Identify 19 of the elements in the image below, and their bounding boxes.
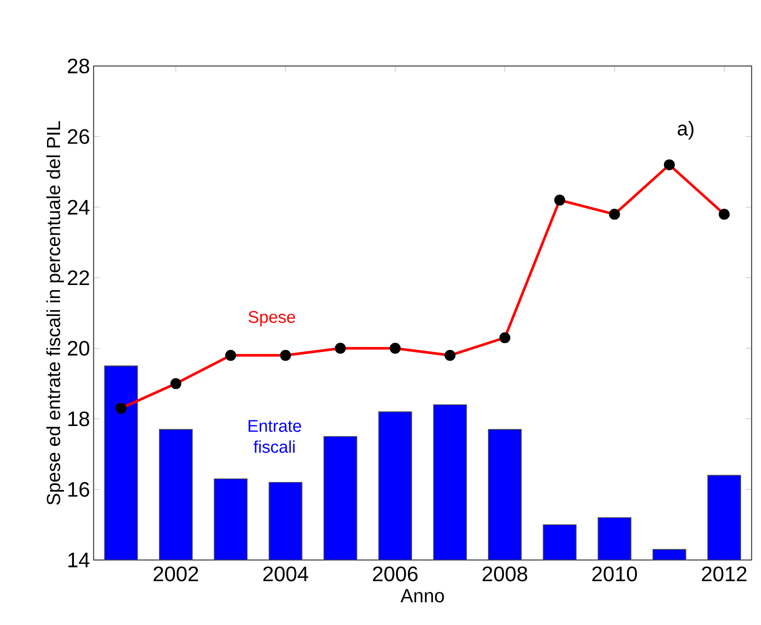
series-label: Spese [248,310,296,326]
x-axis-title: Anno [400,589,444,602]
y-tick-label: 24 [68,200,90,214]
y-tick-label: 28 [68,58,90,74]
annotation: a) [678,120,694,140]
y-tick-label: 22 [68,270,90,286]
x-tick-label: 2010 [592,566,637,582]
y-tick-label: 18 [68,411,90,426]
y-tick-label: 20 [68,340,90,356]
y-axis-title: Spese ed entrate fiscali in percentuale del PIL [46,121,64,505]
x-tick-label: 2012 [702,566,746,582]
series-label: Entrate fiscali [248,420,302,453]
y-tick-label: 26 [68,129,90,144]
x-tick-label: 2004 [263,566,308,582]
y-tick-label: 14 [68,552,90,568]
x-tick-label: 2006 [372,566,418,582]
y-tick-label: 16 [68,482,90,497]
x-tick-label: 2002 [154,566,198,582]
x-tick-label: 2008 [482,566,528,582]
